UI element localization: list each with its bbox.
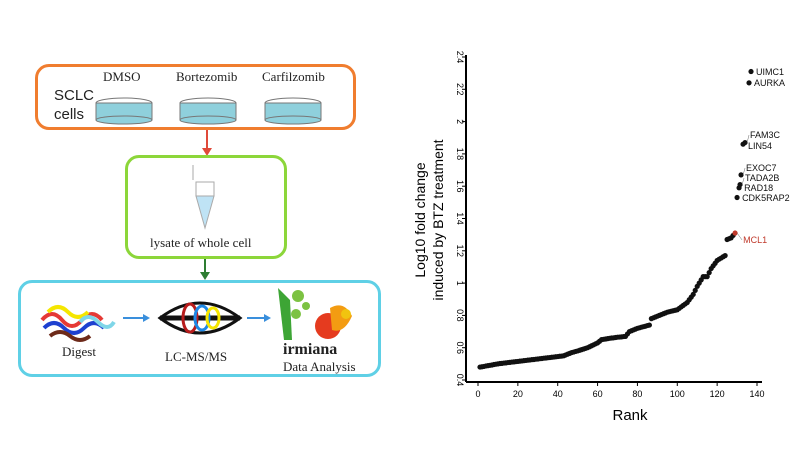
firmiana-logo <box>278 288 352 340</box>
arrow-icon <box>123 314 150 322</box>
data-point <box>722 253 728 259</box>
treatment-dmso: DMSO <box>103 69 141 84</box>
cells-label: SCLC <box>54 87 95 104</box>
labeled-point <box>746 80 752 86</box>
data-point <box>704 274 710 280</box>
lysate-box <box>125 155 287 259</box>
point-label: AURKA <box>754 78 785 88</box>
y-tick-label: 1.6 <box>455 180 465 193</box>
y-tick-label: 2.4 <box>455 51 465 64</box>
labeled-point <box>748 68 754 75</box>
data-point <box>706 270 712 276</box>
x-tick-label: 0 <box>475 389 480 399</box>
x-tick-label: 100 <box>670 389 685 399</box>
point-label: RAD18 <box>744 183 773 193</box>
petri-dish-icon <box>95 97 153 125</box>
point-label: EXOC7 <box>746 163 777 173</box>
data-point <box>690 291 696 298</box>
analysis-label: Data Analysis <box>283 359 356 374</box>
tube-icon <box>192 165 215 230</box>
data-point <box>646 322 652 328</box>
step-lcmsms: LC-MS/MS <box>165 349 228 364</box>
label-leader <box>741 177 745 185</box>
treatment-carfilzomib: Carfilzomib <box>262 69 325 84</box>
y-tick-label: 1.2 <box>455 245 465 258</box>
x-tick-label: 40 <box>553 389 563 399</box>
label-leader <box>746 134 750 143</box>
labeled-point <box>734 194 740 201</box>
x-tick-label: 140 <box>749 389 764 399</box>
point-label: MCL1 <box>743 235 767 245</box>
y-tick-label: 1.8 <box>455 148 465 161</box>
mass-spec-icon <box>157 301 243 335</box>
y-axis-label: Log10 fold change <box>412 162 428 277</box>
point-label: FAM3C <box>750 130 781 140</box>
x-axis-label: Rank <box>612 407 648 424</box>
labeled-point <box>732 230 738 236</box>
arrow-icon <box>202 130 212 156</box>
petri-dish-icon <box>264 97 322 125</box>
arrow-icon <box>247 314 271 322</box>
logo-text: irmiana <box>283 341 338 358</box>
cells-label: cells <box>54 106 85 123</box>
analysis-box <box>18 280 381 377</box>
petri-dish-icon <box>179 97 237 125</box>
y-axis-label: induced by BTZ treatment <box>430 139 446 300</box>
x-tick-label: 60 <box>593 389 603 399</box>
point-label: UIMC1 <box>756 67 784 77</box>
cell-culture-box <box>35 64 356 130</box>
label-leader <box>736 232 743 241</box>
y-tick-label: 0.6 <box>455 341 465 354</box>
labeled-point <box>738 172 744 178</box>
point-label: LIN54 <box>748 141 772 151</box>
data-point <box>692 287 698 293</box>
lysate-label: lysate of whole cell <box>150 235 252 250</box>
x-tick-label: 120 <box>710 389 725 399</box>
step-digest: Digest <box>62 344 96 359</box>
x-tick-label: 20 <box>513 389 523 399</box>
labeled-point <box>742 139 748 146</box>
treatment-bortezomib: Bortezomib <box>176 69 238 84</box>
x-tick-label: 80 <box>632 389 642 399</box>
labeled-point <box>737 181 743 188</box>
arrow-icon <box>200 258 210 280</box>
y-tick-label: 2 <box>455 119 465 124</box>
peptides-icon <box>40 305 116 342</box>
label-leader <box>742 167 746 175</box>
y-tick-label: 2.2 <box>455 83 465 96</box>
diagram-graphics <box>40 97 352 342</box>
y-tick-label: 1.4 <box>455 212 465 225</box>
y-tick-label: 0.8 <box>455 309 465 322</box>
y-tick-label: 0.4 <box>455 374 465 387</box>
point-label: CDK5RAP2 <box>742 193 790 203</box>
y-tick-label: 1 <box>455 281 465 286</box>
point-label: TADA2B <box>745 173 779 183</box>
